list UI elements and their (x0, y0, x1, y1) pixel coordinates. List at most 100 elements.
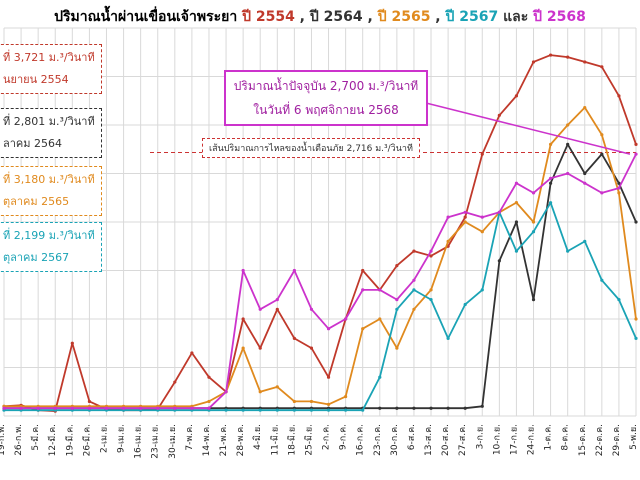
data-point (326, 327, 331, 331)
data-point (309, 307, 314, 311)
data-point (548, 53, 553, 57)
data-point (514, 181, 519, 185)
data-point (19, 406, 23, 410)
data-point (634, 336, 638, 340)
peak-value: ที่ 3,180 ม.³/วินาที (3, 173, 95, 186)
data-point (104, 406, 109, 410)
x-tick-label: 6-ส.ค. (407, 424, 417, 450)
x-tick-label: 18-มิ.ย. (286, 424, 297, 456)
x-tick-label: 28-พ.ค. (236, 424, 246, 456)
data-point (258, 390, 262, 394)
x-tick-label: 22-ต.ค. (595, 424, 605, 456)
data-point (617, 186, 621, 190)
data-point (275, 408, 279, 412)
data-point (395, 406, 399, 410)
data-point (412, 288, 416, 292)
peak-box-2565: ที่ 3,180 ม.³/วินาที ตุลาคม 2565 (0, 166, 102, 216)
peak-date: ตุลาคม 2567 (3, 251, 70, 264)
title-sep: , (362, 9, 378, 25)
callout-arrow (421, 101, 631, 155)
peak-value: ที่ 2,199 ม.³/วินาที (3, 229, 95, 242)
data-point (446, 406, 450, 410)
data-point (412, 278, 416, 282)
title-part: ปี 2554 (242, 9, 295, 25)
data-point (241, 408, 245, 412)
x-tick-label: 2-เม.ย. (99, 424, 109, 453)
data-point (446, 215, 450, 219)
chart-title: ปริมาณน้ำผ่านเขื่อนเจ้าพระยา ปี 2554 , ป… (0, 6, 640, 28)
data-point (600, 133, 604, 137)
data-point (36, 406, 40, 410)
data-point (326, 408, 331, 412)
data-point (480, 288, 484, 292)
data-point (566, 142, 570, 146)
series-line (4, 153, 637, 410)
data-point (412, 307, 416, 311)
data-point (70, 341, 74, 345)
peak-box-2564: ที่ 2,801 ม.³/วินาที ลาคม 2564 (0, 108, 102, 158)
data-point (531, 220, 536, 224)
data-point (514, 94, 519, 98)
data-point (207, 399, 211, 404)
data-point (463, 302, 467, 307)
x-tick-label: 10-ก.ย. (492, 424, 502, 455)
peak-box-2554: ที่ 3,721 ม.³/วินาที นยายน 2554 (0, 44, 102, 94)
peak-box-2567: ที่ 2,199 ม.³/วินาที ตุลาคม 2567 (0, 222, 102, 272)
data-point (531, 230, 536, 234)
data-point (241, 346, 245, 350)
data-point (292, 399, 296, 404)
data-point (583, 105, 587, 110)
data-point (87, 406, 92, 410)
data-point (292, 268, 296, 273)
data-point (309, 408, 314, 412)
data-point (412, 406, 416, 410)
x-tick-label: 12-มี.ค. (47, 424, 58, 456)
data-point (480, 152, 484, 156)
data-point (531, 298, 536, 302)
peak-date: ลาคม 2564 (3, 137, 63, 150)
data-point (361, 327, 365, 331)
data-point (361, 268, 365, 273)
data-point (309, 346, 314, 350)
x-tick-label: 30-เม.ย. (168, 424, 178, 459)
data-point (531, 60, 536, 64)
data-point (292, 336, 296, 340)
data-point (121, 406, 126, 410)
x-tick-label: 29-ต.ค. (612, 424, 622, 456)
data-point (275, 298, 279, 302)
data-point (514, 201, 519, 205)
data-point (600, 278, 604, 282)
title-sep: , (294, 9, 310, 25)
data-point (634, 220, 638, 224)
data-point (583, 171, 587, 176)
data-point (429, 254, 433, 258)
data-point (173, 406, 177, 410)
data-point (344, 317, 348, 321)
x-tick-label: 9-เม.ย. (117, 424, 127, 453)
data-point (514, 220, 519, 224)
title-part: ปี 2564 (309, 9, 363, 25)
series-line (4, 106, 637, 408)
data-point (309, 399, 314, 404)
data-point (480, 215, 484, 219)
data-point (566, 171, 570, 176)
data-point (292, 408, 296, 412)
data-point (70, 406, 74, 410)
current-flow-callout: ปริมาณน้ำปัจจุบัน 2,700 ม.³/วินาที ในวัน… (224, 70, 428, 126)
data-point (190, 406, 194, 410)
data-point (258, 307, 262, 311)
data-point (87, 399, 92, 404)
data-point (344, 408, 348, 412)
x-tick-label: 21-พ.ค. (219, 424, 229, 456)
data-point (583, 181, 587, 185)
x-tick-label: 27-ส.ค. (458, 424, 468, 456)
x-tick-label: 7-พ.ค. (185, 424, 195, 451)
data-point (139, 406, 143, 410)
data-point (258, 346, 262, 350)
data-point (446, 239, 450, 243)
title-part: ปี 2565 (377, 9, 431, 25)
data-point (531, 191, 536, 195)
data-point (480, 404, 484, 408)
data-point (326, 375, 331, 379)
data-point (361, 408, 365, 412)
